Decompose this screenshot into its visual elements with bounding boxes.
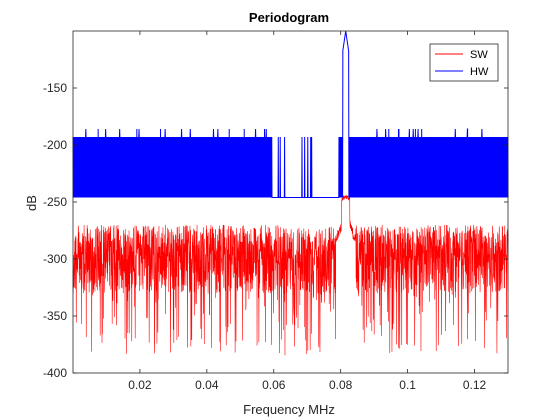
series-line-hw — [72, 31, 509, 198]
x-tick-label: 0.02 — [128, 378, 152, 392]
series-line-sw — [72, 195, 509, 356]
x-axis-label: Frequency MHz — [243, 402, 335, 417]
x-tick-label: 0.12 — [463, 378, 487, 392]
y-tick-label: -350 — [43, 309, 67, 323]
legend: SW HW — [429, 43, 499, 82]
x-tick-label: 0.1 — [399, 378, 416, 392]
y-tick-label: -300 — [43, 252, 67, 266]
chart-title: Periodogram — [249, 10, 329, 25]
y-axis-label: dB — [24, 195, 39, 211]
legend-entry-hw: HW — [470, 66, 489, 78]
x-tick-label: 0.08 — [329, 378, 353, 392]
axes-background — [73, 31, 508, 373]
y-tick-label: -400 — [43, 366, 67, 380]
x-tick-label: 0.04 — [195, 378, 219, 392]
legend-box — [429, 43, 499, 82]
y-tick-label: -250 — [43, 195, 67, 209]
x-tick-label: 0.06 — [262, 378, 286, 392]
y-tick-label: -200 — [43, 138, 67, 152]
legend-entry-sw: SW — [470, 49, 488, 61]
plot-area: 0.02 0.04 0.06 0.08 0.1 0.12 -150 -200 -250 -300 -… — [43, 30, 509, 392]
y-tick-label: -150 — [43, 81, 67, 95]
